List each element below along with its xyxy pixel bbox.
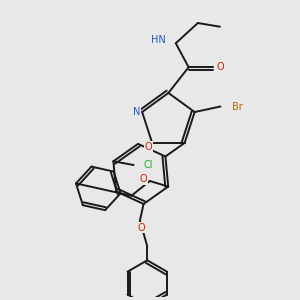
Text: O: O <box>145 142 152 152</box>
Text: O: O <box>217 62 224 72</box>
Text: N: N <box>133 107 140 117</box>
Text: Br: Br <box>232 101 243 112</box>
Text: HN: HN <box>151 34 166 45</box>
Text: O: O <box>138 223 146 233</box>
Text: O: O <box>140 174 147 184</box>
Text: Cl: Cl <box>144 160 153 170</box>
